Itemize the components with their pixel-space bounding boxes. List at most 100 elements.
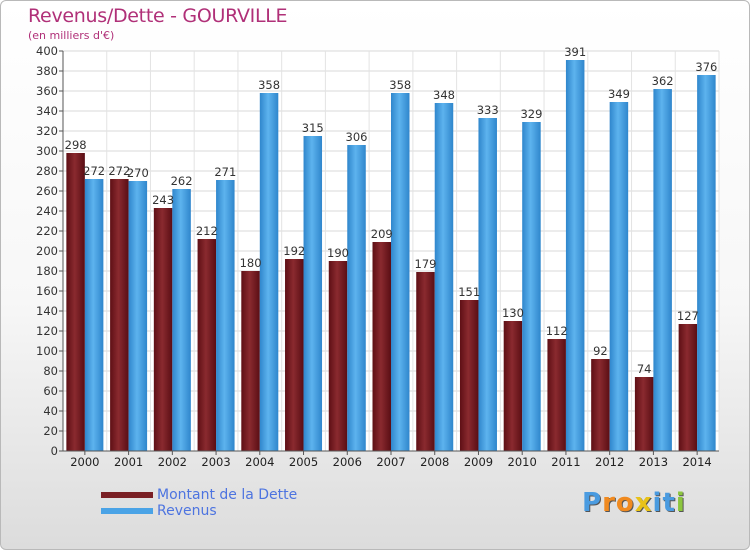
bar-revenus bbox=[259, 93, 279, 451]
bar-dette bbox=[547, 339, 566, 451]
bar-revenus-label: 391 bbox=[564, 45, 586, 59]
bar-revenus-label: 270 bbox=[127, 166, 149, 180]
bar-revenus-label: 358 bbox=[258, 78, 280, 92]
x-tick-label: 2013 bbox=[639, 455, 668, 469]
bar-revenus-label: 306 bbox=[346, 130, 368, 144]
bar-dette bbox=[591, 359, 610, 451]
y-tick-label: 240 bbox=[36, 204, 58, 218]
bar-revenus-label: 315 bbox=[302, 121, 324, 135]
y-tick-label: 360 bbox=[36, 84, 58, 98]
y-tick-label: 160 bbox=[36, 284, 58, 298]
x-tick-label: 2004 bbox=[245, 455, 274, 469]
bar-revenus bbox=[697, 75, 716, 451]
y-tick-label: 140 bbox=[36, 304, 58, 318]
y-tick-label: 400 bbox=[36, 44, 58, 58]
legend: Montant de la Dette Revenus bbox=[101, 487, 297, 519]
logo-letter: t bbox=[662, 488, 676, 518]
x-tick-label: 2005 bbox=[289, 455, 318, 469]
y-tick-label: 320 bbox=[36, 124, 58, 138]
y-tick-label: 280 bbox=[36, 164, 58, 178]
bar-revenus-label: 376 bbox=[695, 60, 717, 74]
bar-dette-label: 74 bbox=[637, 362, 652, 376]
bar-dette-label: 151 bbox=[458, 285, 480, 299]
bar-revenus bbox=[128, 181, 148, 451]
bar-revenus-label: 271 bbox=[214, 165, 236, 179]
proxiti-logo: Proxiti bbox=[582, 488, 686, 518]
bar-revenus-label: 349 bbox=[608, 87, 630, 101]
logo-letter: i bbox=[652, 488, 663, 518]
x-tick-label: 2012 bbox=[595, 455, 624, 469]
legend-swatch-revenus bbox=[101, 508, 153, 514]
x-tick-label: 2014 bbox=[682, 455, 711, 469]
bar-dette bbox=[328, 261, 348, 451]
bar-dette-label: 209 bbox=[371, 227, 393, 241]
x-tick-label: 2000 bbox=[70, 455, 99, 469]
bar-dette bbox=[197, 239, 217, 451]
legend-label-dette: Montant de la Dette bbox=[157, 487, 298, 503]
bar-dette-label: 212 bbox=[196, 224, 218, 238]
y-tick-label: 220 bbox=[36, 224, 58, 238]
bar-dette bbox=[153, 208, 173, 451]
bar-revenus bbox=[347, 145, 366, 451]
bar-revenus bbox=[478, 118, 497, 451]
logo-letter: o bbox=[615, 488, 635, 518]
bar-revenus bbox=[84, 179, 104, 451]
bar-dette bbox=[66, 153, 85, 451]
y-tick-label: 0 bbox=[51, 444, 58, 458]
y-tick-label: 380 bbox=[36, 64, 58, 78]
chart-title: Revenus/Dette - GOURVILLE bbox=[28, 5, 288, 27]
bar-dette-label: 298 bbox=[65, 138, 87, 152]
y-tick-label: 80 bbox=[43, 364, 58, 378]
legend-label-revenus: Revenus bbox=[157, 503, 217, 519]
bar-dette bbox=[110, 179, 129, 451]
y-tick-label: 20 bbox=[43, 424, 58, 438]
bar-revenus bbox=[216, 180, 235, 451]
bar-dette bbox=[416, 272, 435, 451]
y-tick-label: 340 bbox=[36, 104, 58, 118]
bar-dette-label: 192 bbox=[283, 244, 305, 258]
y-tick-label: 120 bbox=[36, 324, 58, 338]
logo-letter: r bbox=[602, 488, 616, 518]
logo-letter: P bbox=[582, 488, 603, 518]
bar-revenus bbox=[434, 103, 454, 451]
bar-dette bbox=[634, 377, 654, 451]
y-tick-label: 180 bbox=[36, 264, 58, 278]
bar-dette bbox=[285, 259, 304, 451]
bar-revenus-label: 348 bbox=[433, 88, 455, 102]
bar-dette-label: 190 bbox=[327, 246, 349, 260]
legend-item-dette: Montant de la Dette bbox=[101, 487, 297, 503]
y-tick-label: 300 bbox=[36, 144, 58, 158]
y-tick-label: 60 bbox=[43, 384, 58, 398]
x-tick-label: 2001 bbox=[114, 455, 143, 469]
x-tick-label: 2010 bbox=[508, 455, 537, 469]
bar-revenus bbox=[653, 89, 672, 451]
bar-dette-label: 112 bbox=[546, 324, 568, 338]
logo-letter: x bbox=[634, 488, 653, 518]
bar-revenus bbox=[172, 189, 191, 451]
y-tick-label: 100 bbox=[36, 344, 58, 358]
chart-subtitle: (en milliers d'€) bbox=[28, 29, 115, 42]
bar-revenus bbox=[391, 93, 410, 451]
bar-dette bbox=[678, 324, 698, 451]
bar-revenus-label: 272 bbox=[83, 164, 105, 178]
y-tick-label: 200 bbox=[36, 244, 58, 258]
logo-letter: i bbox=[675, 488, 686, 518]
x-tick-label: 2008 bbox=[420, 455, 449, 469]
bar-dette-label: 92 bbox=[593, 344, 608, 358]
bar-revenus-label: 333 bbox=[477, 103, 499, 117]
x-tick-label: 2006 bbox=[333, 455, 362, 469]
x-tick-label: 2003 bbox=[201, 455, 230, 469]
bar-dette-label: 243 bbox=[152, 193, 174, 207]
bar-revenus-label: 262 bbox=[171, 174, 193, 188]
bar-dette-label: 130 bbox=[502, 306, 524, 320]
bar-revenus-label: 329 bbox=[520, 107, 542, 121]
y-tick-label: 260 bbox=[36, 184, 58, 198]
x-tick-label: 2009 bbox=[464, 455, 493, 469]
bar-revenus bbox=[303, 136, 323, 451]
bar-dette-label: 127 bbox=[677, 309, 699, 323]
bar-revenus bbox=[609, 102, 629, 451]
x-tick-label: 2007 bbox=[376, 455, 405, 469]
bar-revenus bbox=[565, 60, 585, 451]
